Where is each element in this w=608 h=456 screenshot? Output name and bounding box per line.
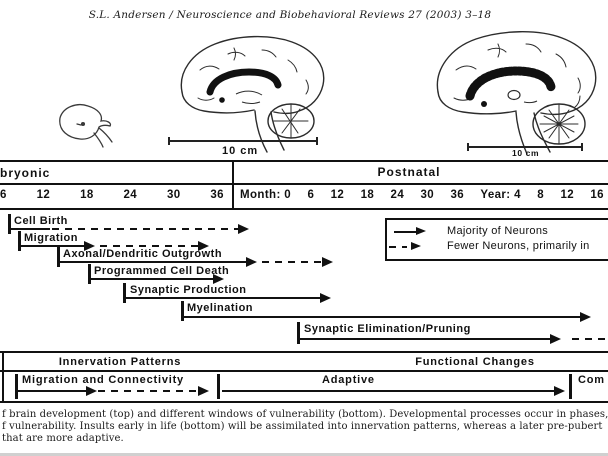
timeline-tick: 18: [80, 189, 94, 201]
arrowhead: [580, 312, 591, 322]
legend-dashed-label: Fewer Neurons, primarily in: [447, 240, 590, 252]
timeline-tick: Year: 4: [480, 189, 521, 201]
band-top-border: [0, 351, 608, 353]
corpus-callosum: [206, 68, 282, 96]
arrowhead: [554, 386, 565, 396]
postnatal-tick-row: Month: 0 6 12 18 24 30 36 Year: 4 8 12 16: [240, 189, 604, 201]
child-brain-drawing: [180, 35, 325, 153]
timeline-tick: 8: [537, 189, 545, 201]
arrowhead: [198, 386, 209, 396]
fetal-brain-drawing: [59, 103, 113, 148]
band-bottom-border: [0, 401, 608, 403]
postnatal-section-label: Postnatal: [377, 165, 441, 179]
right-scale-tick-right: [581, 143, 583, 151]
arrowhead: [320, 293, 331, 303]
band-divider-tick: [569, 374, 572, 399]
arrowhead: [198, 241, 209, 251]
caption-line-3: that are more adaptive.: [2, 433, 124, 444]
timeline-tick: 24: [123, 189, 138, 201]
arrowhead: [238, 224, 249, 234]
adult-brain-drawing: [436, 31, 597, 155]
adaptive-label: Adaptive: [322, 374, 375, 386]
arrowhead: [213, 274, 224, 284]
timeline-tick: 36: [210, 189, 224, 201]
citation-header: S.L. Andersen / Neuroscience and Biobeha…: [88, 9, 492, 21]
timeline-bottom-border: [0, 208, 608, 210]
band-left-border: [2, 351, 4, 402]
right-scale-tick-left: [467, 143, 469, 151]
timeline-mid-border: [0, 183, 608, 185]
process-label: Synaptic Production: [130, 284, 247, 296]
screenshot-bottom-edge: [0, 453, 608, 456]
timeline-tick: 12: [330, 189, 345, 201]
process-label: Migration: [24, 232, 78, 244]
process-label: Axonal/Dendritic Outgrowth: [63, 248, 223, 260]
legend-solid-label: Majority of Neurons: [447, 225, 549, 237]
right-scale-bar: [467, 146, 583, 148]
arrowhead: [322, 257, 333, 267]
timeline-tick: 12: [560, 189, 575, 201]
caption-line-2: f vulnerability. Insults early in life (…: [2, 421, 603, 432]
arrowhead: [84, 241, 95, 251]
band-divider-tick: [217, 374, 220, 399]
center-scale-bar: [168, 140, 318, 142]
corpus-callosum-hatched: [465, 66, 556, 101]
timeline-tick: 16: [590, 189, 604, 201]
timeline-tick: 24: [390, 189, 405, 201]
process-label: Programmed Cell Death: [94, 265, 230, 277]
innervation-patterns-header: Innervation Patterns: [58, 356, 182, 368]
arrowhead: [86, 386, 97, 396]
migration-connectivity-label: Migration and Connectivity: [22, 374, 184, 386]
embryonic-postnatal-divider: [232, 160, 234, 210]
band-tick: [15, 374, 18, 399]
embryonic-section-label: bryonic: [0, 166, 51, 180]
caption-line-1: f brain development (top) and different …: [2, 409, 608, 420]
legend-solid-arrow: [416, 227, 426, 235]
process-label: Myelination: [187, 302, 254, 314]
timeline-tick: 6: [307, 189, 315, 201]
timeline-tick: 30: [166, 189, 181, 201]
timeline-tick: 12: [36, 189, 51, 201]
center-scale-tick-right: [316, 137, 318, 145]
fetal-brain-illustration: [46, 98, 122, 152]
functional-changes-header: Functional Changes: [415, 356, 535, 368]
center-scale-label: 10 cm: [222, 145, 259, 157]
timeline-tick: 18: [360, 189, 375, 201]
center-scale-tick-left: [168, 137, 170, 145]
arrowhead: [550, 334, 561, 344]
right-scale-label: 10 cm: [512, 148, 540, 158]
timeline-tick: 6: [0, 189, 7, 201]
timeline-tick: Month: 0: [240, 189, 292, 201]
process-label: Synaptic Elimination/Pruning: [304, 323, 471, 335]
legend-box: Majority of Neurons Fewer Neurons, prima…: [385, 218, 608, 261]
band-mid-border: [0, 370, 608, 372]
adult-brain-illustration: [428, 26, 604, 158]
arrowhead: [246, 257, 257, 267]
child-brain-illustration: [170, 28, 335, 156]
compensatory-label: Com: [578, 374, 605, 386]
timeline-tick: 36: [450, 189, 465, 201]
legend-dashed-arrow: [411, 242, 421, 250]
timeline-tick: 30: [420, 189, 435, 201]
timeline-top-border: [0, 160, 608, 162]
embryonic-tick-row: 6 12 18 24 30 36: [0, 189, 224, 201]
process-label: Cell Birth: [14, 215, 68, 227]
